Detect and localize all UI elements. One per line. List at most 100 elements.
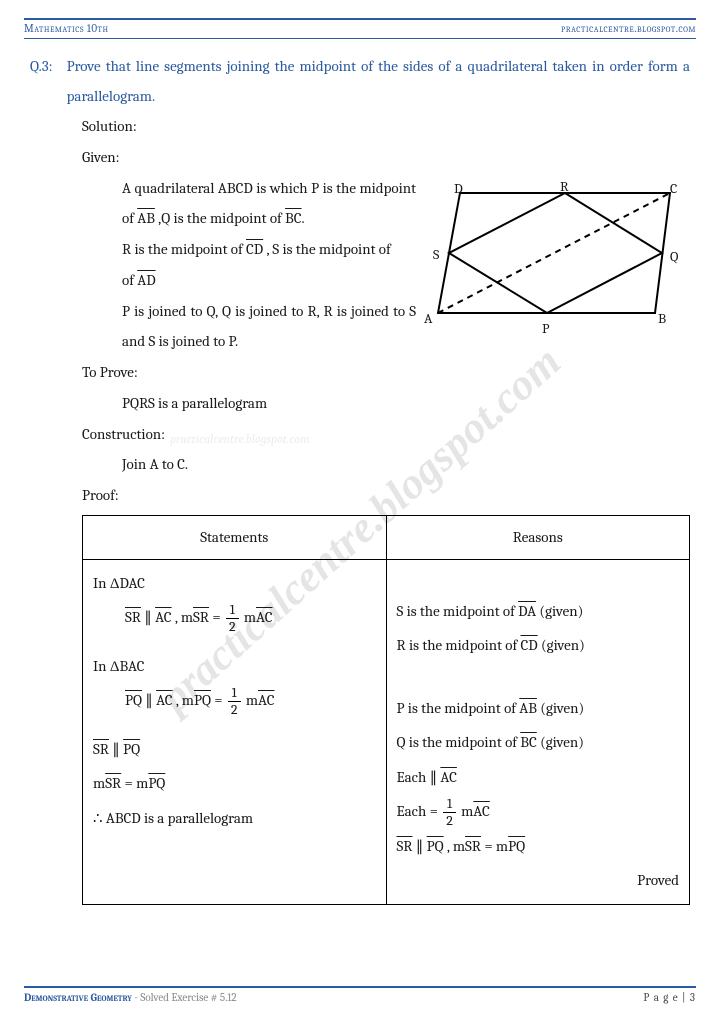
s5: SR ∥ PQ: [93, 732, 376, 767]
bc2: BC: [520, 733, 536, 751]
given-row: A quadrilateral ABCD is which P is the m…: [82, 173, 690, 358]
r4a: Q is the midpoint of: [397, 733, 521, 751]
r5: Each ∥ AC: [397, 760, 680, 795]
par2: ∥: [142, 691, 156, 709]
header-left: Mathematics 10th: [24, 22, 109, 35]
pq6: PQ: [508, 837, 525, 855]
page-container: Mathematics 10th practicalcentre.blogspo…: [0, 0, 720, 1018]
table-header-row: Statements Reasons: [83, 515, 690, 559]
r5a: Each ∥: [397, 768, 441, 786]
seg-bc: BC: [285, 209, 301, 227]
ac3: AC: [156, 691, 172, 709]
lbl-P: P: [542, 315, 549, 344]
ac4: AC: [258, 691, 274, 709]
eqm: = m: [121, 774, 148, 792]
g1c: .: [302, 209, 305, 227]
lbl-B: B: [658, 305, 666, 334]
m2: m: [243, 691, 259, 709]
page-footer: Demonstrative Geometry - Solved Exercise…: [24, 986, 696, 1004]
fd2: 2: [228, 702, 241, 717]
label-proof: Proof:: [82, 480, 690, 511]
th-reasons: Reasons: [386, 515, 690, 559]
s6: mSR = mPQ: [93, 766, 376, 801]
r1: S is the midpoint of DA (given): [397, 594, 680, 629]
question-text: Prove that line segments joining the mid…: [67, 51, 690, 111]
pq4: PQ: [148, 774, 165, 792]
footer-left: Demonstrative Geometry - Solved Exercise…: [24, 991, 237, 1004]
footer-chapter: Demonstrative Geometry: [24, 991, 132, 1004]
toprove-text: PQRS is a parallelogram: [82, 388, 690, 419]
sr5: SR: [397, 837, 413, 855]
fd3: 2: [443, 813, 456, 828]
sr2: SR: [193, 608, 209, 626]
g2a: R is the midpoint of: [122, 240, 246, 258]
th-statements: Statements: [83, 515, 387, 559]
da1: DA: [518, 602, 536, 620]
par1: ∥: [141, 608, 155, 626]
sr6: SR: [465, 837, 481, 855]
r4: Q is the midpoint of BC (given): [397, 725, 680, 760]
lbl-C: C: [670, 175, 677, 204]
seg-ad: AD: [137, 271, 155, 289]
s4: PQ ∥ AC , mPQ = 12 mAC: [93, 683, 376, 718]
lbl-D: D: [454, 175, 463, 204]
par4: ∥: [413, 837, 427, 855]
m1: m: [241, 608, 257, 626]
ac1: AC: [155, 608, 171, 626]
eq2: =: [211, 691, 226, 709]
question-line: Q.3: Prove that line segments joining th…: [30, 51, 690, 111]
r2a: R is the midpoint of: [397, 636, 521, 654]
r3: P is the midpoint of AB (given): [397, 691, 680, 726]
page-header: Mathematics 10th practicalcentre.blogspo…: [24, 22, 696, 39]
g3: P is joined to Q, Q is joined to R, R is…: [122, 302, 416, 351]
footer-ex: - Solved Exercise # 5.12: [132, 991, 237, 1004]
question-block: Q.3: Prove that line segments joining th…: [24, 47, 696, 909]
diagram: D R C S Q A P B: [430, 173, 690, 343]
m3: m: [93, 774, 105, 792]
proved: Proved: [397, 863, 680, 898]
s1: In ΔDAC: [93, 566, 376, 601]
lbl-A: A: [424, 305, 432, 334]
comma1: , m: [172, 608, 193, 626]
reasons-cell: S is the midpoint of DA (given) R is the…: [386, 559, 690, 904]
r3b: (given): [537, 699, 584, 717]
comma2: , m: [173, 691, 194, 709]
label-given: Given:: [82, 142, 690, 173]
eqm2: = m: [481, 837, 508, 855]
comma3: , m: [444, 837, 465, 855]
ac5: AC: [440, 768, 456, 786]
pq1: PQ: [125, 691, 142, 709]
g2c: of: [122, 271, 137, 289]
label-solution: Solution:: [82, 111, 690, 142]
footer-page: P a g e | 3: [643, 991, 696, 1004]
cd2: CD: [520, 636, 537, 654]
pq5: PQ: [427, 837, 444, 855]
label-toprove: To Prove:: [82, 357, 690, 388]
ac2: AC: [256, 608, 272, 626]
fn2: 1: [228, 686, 241, 702]
s2: SR ∥ AC , mSR = 12 mAC: [93, 600, 376, 635]
seg-cd: CD: [246, 240, 263, 258]
sr4: SR: [105, 774, 121, 792]
s7: ∴ ABCD is a parallelogram: [93, 801, 376, 836]
r6: Each = 12 mAC: [397, 794, 680, 829]
r2b: (given): [538, 636, 585, 654]
solution-body: Solution: Given: A quadrilateral ABCD is…: [30, 111, 690, 905]
question-number: Q.3:: [30, 51, 53, 111]
header-right: practicalcentre.blogspot.com: [561, 22, 696, 35]
construction-text: Join A to C.: [82, 449, 690, 480]
fn1: 1: [226, 603, 239, 619]
r6b: m: [458, 802, 474, 820]
fd1: 2: [226, 619, 239, 634]
r4b: (given): [537, 733, 584, 751]
pq2: PQ: [194, 691, 211, 709]
seg-ab: AB: [137, 209, 155, 227]
r1a: S is the midpoint of: [397, 602, 519, 620]
r2: R is the midpoint of CD (given): [397, 628, 680, 663]
sr1: SR: [125, 608, 141, 626]
s3: In ΔBAC: [93, 649, 376, 684]
g1b: ,Q is the midpoint of: [155, 209, 285, 227]
fn3: 1: [443, 797, 456, 813]
r3a: P is the midpoint of: [397, 699, 520, 717]
ab2: AB: [519, 699, 537, 717]
